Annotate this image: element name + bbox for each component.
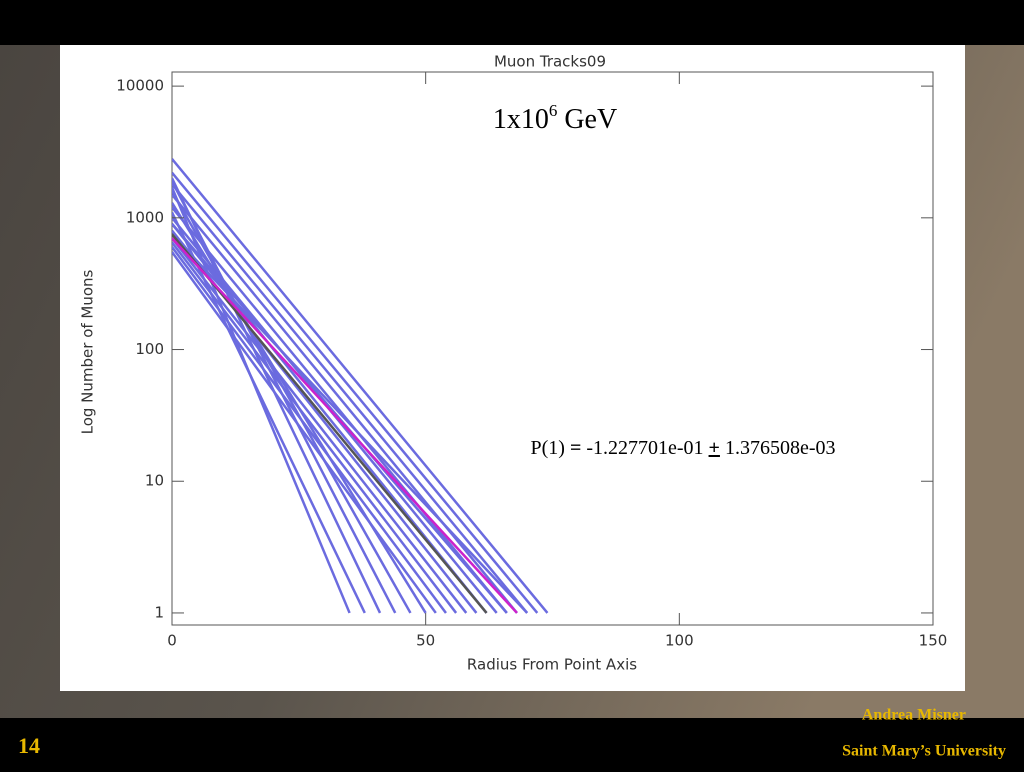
muon-track xyxy=(172,233,488,614)
muon-track xyxy=(172,183,529,614)
annotation-tail: GeV xyxy=(557,104,617,135)
muon-track xyxy=(172,211,366,614)
y-tick-label: 10 xyxy=(145,472,164,490)
muon-track xyxy=(172,233,529,614)
y-tick-label: 100 xyxy=(135,340,164,358)
chart-title: Muon Tracks09 xyxy=(494,53,606,71)
plot-lines xyxy=(172,158,549,614)
y-axis-label: Log Number of Muons xyxy=(79,269,97,434)
fit-mid: -1.227701e-01 xyxy=(581,437,708,459)
x-axis-label: Radius From Point Axis xyxy=(467,656,637,674)
annotation: 1x106 GeV xyxy=(493,101,617,136)
fit-tail: 1.376508e-03 xyxy=(720,437,836,459)
muon-track xyxy=(172,237,468,614)
muon-track xyxy=(172,237,518,614)
y-tick-label: 10000 xyxy=(116,77,164,95)
y-tick-label: 1 xyxy=(154,603,164,621)
x-tick-label: 150 xyxy=(919,632,948,650)
muon-track xyxy=(172,241,458,614)
university: Saint Mary’s University xyxy=(842,743,1006,760)
annotation-sup: 6 xyxy=(549,101,558,120)
muon-track xyxy=(172,193,518,614)
muon-track xyxy=(172,158,549,614)
fit-pm: + xyxy=(709,437,720,459)
slide-number: 14 xyxy=(18,733,40,758)
y-tick-label: 1000 xyxy=(126,208,164,226)
fit-result: P(1) = -1.227701e-01 + 1.376508e-03 xyxy=(530,437,835,459)
muon-track xyxy=(172,251,437,614)
plot-frame xyxy=(171,71,934,626)
author: Andrea Misner xyxy=(862,707,966,724)
footer-bar xyxy=(0,718,1024,768)
muon-track xyxy=(172,171,539,614)
x-tick-label: 50 xyxy=(416,632,435,650)
muon-track xyxy=(172,177,382,614)
fit-lead: P(1) xyxy=(530,437,569,459)
annotation-text: 1x10 xyxy=(493,104,549,135)
muon-track xyxy=(172,206,508,614)
fit-eq: = xyxy=(570,437,581,459)
x-tick-label: 0 xyxy=(167,632,177,650)
x-tick-label: 100 xyxy=(665,632,694,650)
